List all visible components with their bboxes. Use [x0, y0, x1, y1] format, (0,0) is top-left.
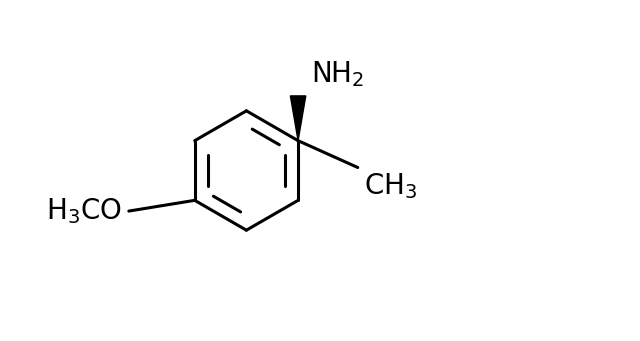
Polygon shape — [291, 96, 306, 140]
Text: NH$_2$: NH$_2$ — [311, 59, 364, 89]
Text: CH$_3$: CH$_3$ — [364, 171, 417, 201]
Text: H$_3$CO: H$_3$CO — [47, 196, 122, 226]
